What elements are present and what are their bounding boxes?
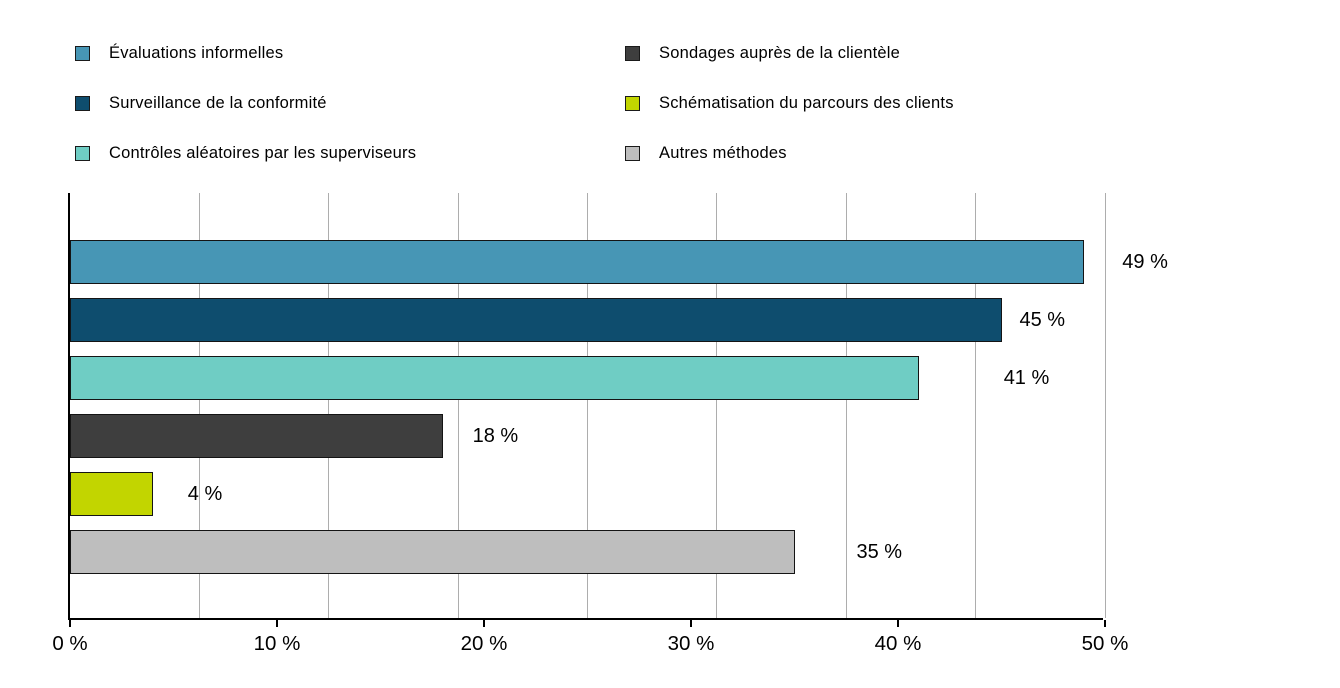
legend-column: Évaluations informelles Surveillance de l… [75, 42, 416, 164]
gridline [587, 193, 588, 618]
legend-label: Schématisation du parcours des clients [659, 93, 954, 112]
legend-label: Contrôles aléatoires par les superviseur… [109, 143, 417, 162]
bar [70, 298, 1002, 342]
legend-swatch [75, 95, 90, 111]
bar [70, 414, 443, 458]
bar [70, 472, 153, 516]
bar-value-label: 49 % [1122, 251, 1168, 273]
x-tick-label: 30 % [667, 632, 715, 655]
legend-swatch [625, 145, 640, 161]
bar-value-label: 41 % [1003, 367, 1050, 389]
gridline [457, 193, 459, 618]
x-tick-mark [483, 620, 485, 627]
gridline [975, 193, 977, 618]
gridline [716, 193, 718, 618]
legend-swatch [625, 95, 640, 111]
plot-area: 49 % 45 % 41 % 18 % 4 % 35 % 0 % 10 % 20 % 30 % 40… [52, 193, 1168, 655]
legend-item: Contrôles aléatoires par les superviseur… [75, 142, 416, 164]
x-tick-mark [897, 620, 899, 627]
bar-value-label: 35 % [856, 541, 903, 563]
x-tick-mark [69, 620, 71, 627]
gridline [1104, 193, 1106, 618]
legend-label: Autres méthodes [659, 143, 787, 162]
x-tick-label: 10 % [253, 632, 301, 655]
x-tick-mark [276, 620, 278, 627]
legend-label: Évaluations informelles [109, 43, 284, 62]
legend-label: Sondages auprès de la clientèle [659, 43, 901, 62]
bar-value-label: 45 % [1019, 309, 1066, 331]
legend-item: Surveillance de la conformité [75, 92, 416, 114]
legend-item: Autres méthodes [625, 142, 954, 164]
gridline [328, 193, 330, 618]
gridline [845, 193, 847, 618]
legend-item: Schématisation du parcours des clients [625, 92, 954, 114]
x-tick-mark [1104, 620, 1106, 627]
legend-swatch [625, 45, 640, 61]
legend-swatch [75, 145, 90, 161]
bar [70, 356, 919, 400]
x-tick-label: 0 % [52, 632, 88, 655]
bar [70, 240, 1085, 284]
bar-value-label: 4 % [187, 483, 223, 505]
x-tick-label: 20 % [460, 632, 508, 655]
legend-label: Surveillance de la conformité [109, 93, 327, 112]
x-tick-mark [690, 620, 692, 627]
legend-item: Sondages auprès de la clientèle [625, 42, 954, 64]
legend-column: Sondages auprès de la clientèle Schématis… [625, 42, 954, 164]
x-tick-label: 40 % [874, 632, 922, 655]
legend-item: Évaluations informelles [75, 42, 416, 64]
bar [70, 530, 795, 574]
legend-swatch [75, 45, 90, 61]
gridline [198, 193, 200, 618]
bar-value-label: 18 % [472, 425, 519, 447]
x-tick-label: 50 % [1081, 632, 1129, 655]
